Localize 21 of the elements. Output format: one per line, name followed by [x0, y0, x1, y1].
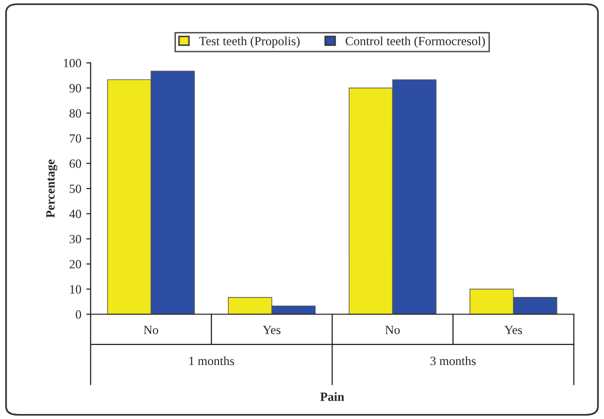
- text: 3 months: [430, 356, 476, 366]
- x-tick-label: Yes: [262, 326, 280, 334]
- y-tick-label: 100: [64, 58, 82, 68]
- y-tick-label: 20: [70, 260, 82, 268]
- y-tick-label: 40: [69, 210, 82, 218]
- y-tick-label: 80: [70, 109, 82, 118]
- x-axis-title: Pain: [320, 392, 344, 401]
- y-tick-label: 90: [69, 84, 82, 92]
- legend-label: Test teeth (Propolis): [199, 36, 300, 48]
- x-tick-label: No: [144, 326, 158, 334]
- y-tick-label: 50: [70, 184, 82, 194]
- y-tick-label: 30: [70, 234, 82, 244]
- text: 1 months: [189, 356, 234, 366]
- legend-label: Control teeth (Formocresol): [346, 36, 485, 48]
- y-axis-title: Percentage: [46, 159, 58, 218]
- y-tick-label: 10: [70, 285, 82, 294]
- y-tick-label: 60: [70, 159, 82, 168]
- y-tick-label: 70: [70, 134, 82, 143]
- x-tick-label: Yes: [504, 326, 522, 334]
- y-tick-label: 0: [76, 310, 82, 319]
- x-tick-label: No: [385, 326, 400, 334]
